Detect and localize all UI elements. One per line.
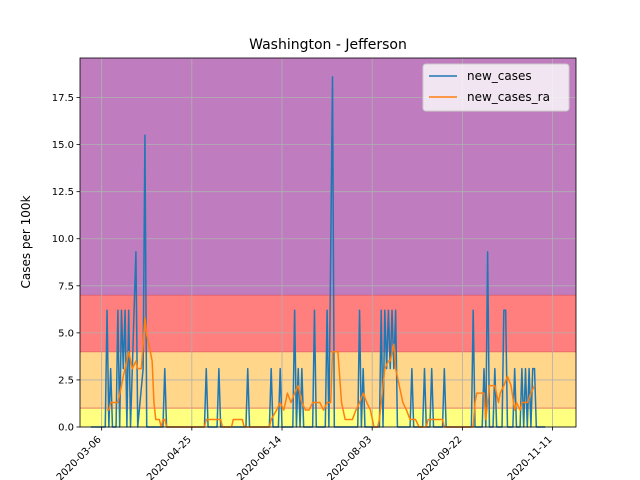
x-tick-label: 2020-06-14 (235, 434, 284, 480)
legend: new_cases new_cases_ra (422, 63, 570, 112)
legend-box (422, 63, 570, 112)
x-tick-label: 2020-11-11 (506, 434, 555, 480)
y-tick-label: 2.5 (58, 375, 74, 386)
chart-title: Washington - Jefferson (249, 37, 407, 53)
series-line-new-cases (90, 76, 546, 428)
series-lines (90, 76, 546, 428)
x-tick-label: 2020-08-03 (325, 434, 374, 480)
series-line-new-cases-ra (107, 317, 536, 428)
y-tick-label: 17.5 (52, 93, 74, 104)
x-tick-label: 2020-03-06 (55, 434, 104, 480)
y-tick-label: 5.0 (58, 328, 74, 339)
legend-label: new_cases_ra (467, 90, 550, 104)
y-axis-label: Cases per 100k (19, 195, 33, 288)
x-tick-label: 2020-04-25 (145, 434, 194, 480)
x-tick-label: 2020-09-22 (416, 434, 465, 480)
x-axis-ticks: 2020-03-06 2020-04-25 2020-06-14 2020-08-03… (55, 427, 555, 480)
y-tick-label: 0.0 (58, 423, 74, 434)
y-tick-label: 12.5 (52, 187, 74, 198)
plot-frame (79, 57, 577, 428)
y-tick-label: 7.5 (58, 281, 74, 292)
y-tick-label: 10.0 (52, 234, 74, 245)
legend-label: new_cases (467, 69, 532, 83)
y-axis-ticks: 0.0 2.5 5.0 7.5 10.0 12.5 15.0 17.5 (52, 93, 80, 434)
y-tick-label: 15.0 (52, 140, 74, 151)
